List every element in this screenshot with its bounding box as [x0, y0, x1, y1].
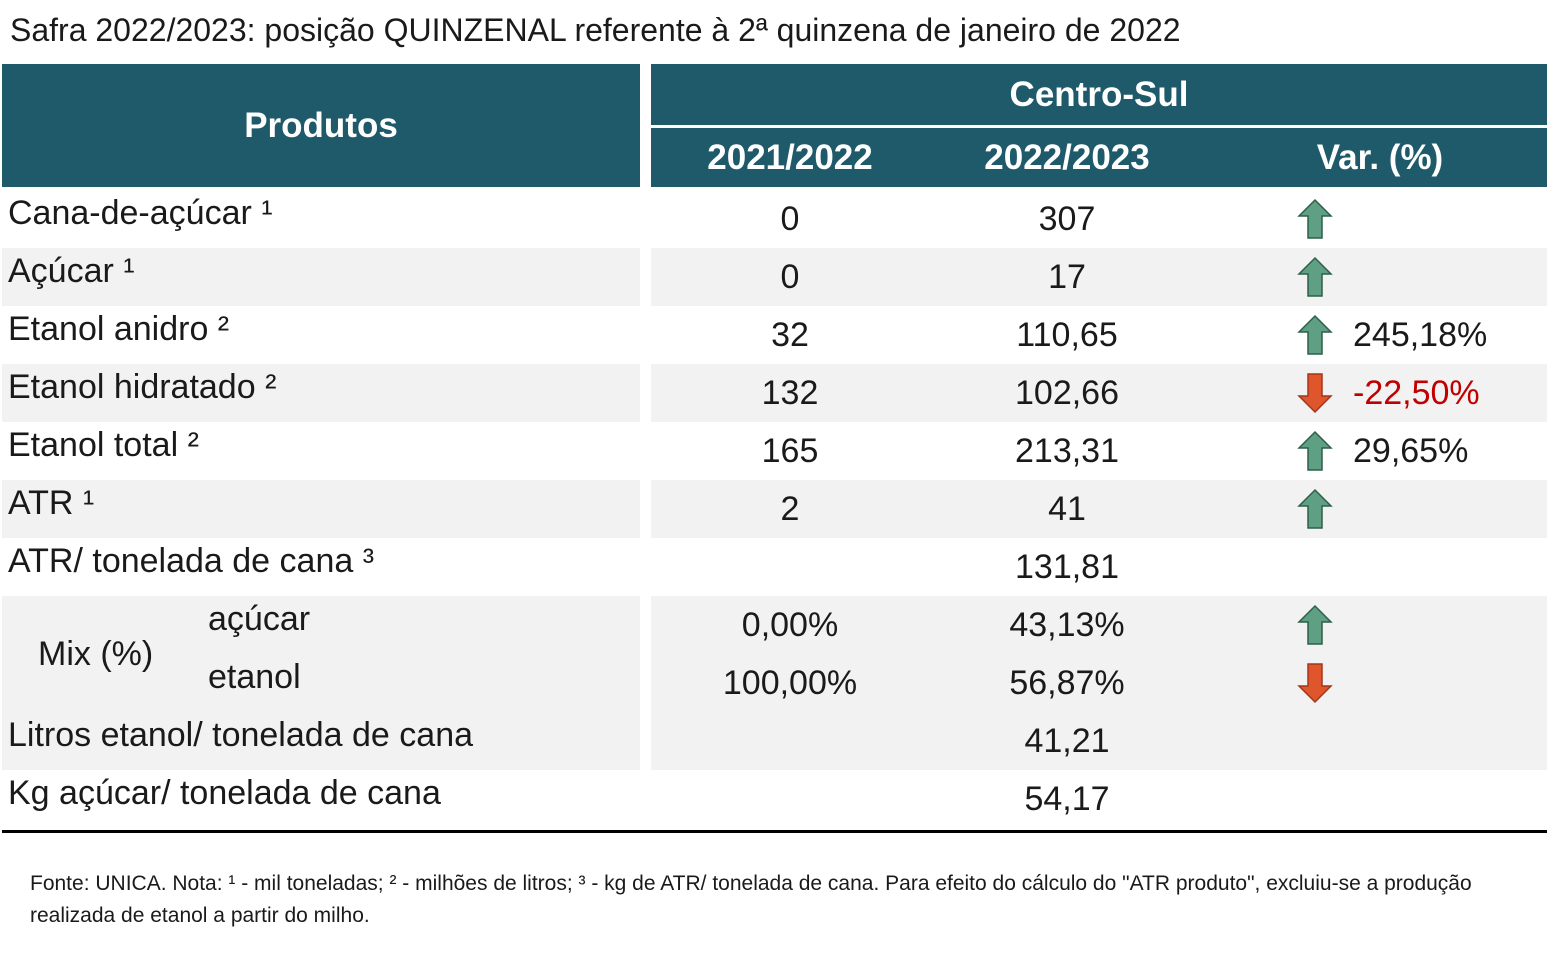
- cell-2021: 165: [761, 432, 819, 470]
- arrow-shape: [1297, 663, 1333, 704]
- trend-arrow: [1297, 256, 1333, 298]
- arrow-icon: [1297, 198, 1333, 239]
- cell-2021: 0,00%: [741, 606, 839, 644]
- header-region: Centro-Sul: [651, 64, 1547, 125]
- cell-2021: 32: [771, 316, 809, 354]
- row-label: Etanol total ²: [8, 426, 199, 464]
- arrow-shape: [1297, 488, 1333, 529]
- row-label: ATR/ tonelada de cana ³: [8, 542, 375, 580]
- row-bg: [2, 364, 640, 422]
- row-bg: [2, 596, 640, 712]
- row-label: ATR ¹: [8, 484, 95, 522]
- cell-2022: 43,13%: [1009, 606, 1125, 644]
- row-label: Açúcar ¹: [8, 252, 135, 290]
- trend-arrow: [1297, 372, 1333, 414]
- row-bg: [2, 480, 640, 538]
- cell-2022: 56,87%: [1009, 664, 1125, 702]
- arrow-icon: [1297, 663, 1333, 704]
- header-products: Produtos: [2, 64, 640, 187]
- header-columns-bg: [651, 128, 1547, 187]
- cell-2021: 2: [780, 490, 800, 528]
- cell-2022: 307: [1038, 200, 1096, 238]
- header-column: Var. (%): [1316, 138, 1444, 177]
- cell-2021: 0: [780, 200, 800, 238]
- arrow-icon: [1297, 256, 1333, 297]
- trend-arrow: [1297, 488, 1333, 530]
- row-bg: [651, 480, 1547, 538]
- arrow-shape: [1297, 198, 1333, 239]
- row-label: Cana-de-açúcar ¹: [8, 194, 273, 232]
- bottom-rule: [2, 830, 1547, 833]
- cell-2022: 54,17: [1024, 780, 1110, 818]
- arrow-shape: [1297, 430, 1333, 471]
- row-bg: [651, 364, 1547, 422]
- trend-arrow: [1297, 314, 1333, 356]
- header-column: 2022/2023: [984, 138, 1150, 177]
- cell-2022: 131,81: [1015, 548, 1119, 586]
- arrow-shape: [1297, 314, 1333, 355]
- cell-2022: 41,21: [1024, 722, 1110, 760]
- mix-sublabel: açúcar: [208, 600, 311, 638]
- arrow-shape: [1297, 256, 1333, 297]
- cell-2022: 110,65: [1016, 316, 1118, 354]
- cell-2021: 132: [761, 374, 819, 412]
- cell-2022: 17: [1048, 258, 1086, 296]
- arrow-icon: [1297, 314, 1333, 355]
- footnote: Fonte: UNICA. Nota: ¹ - mil toneladas; ²…: [30, 872, 1472, 927]
- row-bg: [651, 248, 1547, 306]
- cell-2022: 213,31: [1015, 432, 1119, 470]
- row-label: Litros etanol/ tonelada de cana: [8, 716, 474, 754]
- trend-arrow: [1297, 198, 1333, 240]
- cell-var: -22,50%: [1353, 374, 1480, 412]
- trend-arrow: [1297, 604, 1333, 646]
- row-label: Kg açúcar/ tonelada de cana: [8, 774, 441, 812]
- mix-label: Mix (%): [38, 635, 154, 673]
- row-bg: [651, 596, 1547, 712]
- arrow-icon: [1297, 488, 1333, 529]
- arrow-icon: [1297, 430, 1333, 471]
- arrow-shape: [1297, 604, 1333, 645]
- trend-arrow: [1297, 430, 1333, 472]
- cell-2022: 41: [1048, 490, 1086, 528]
- cell-2021: 100,00%: [722, 664, 858, 702]
- arrow-icon: [1297, 373, 1333, 414]
- arrow-shape: [1297, 373, 1333, 414]
- title: Safra 2022/2023: posição QUINZENAL refer…: [10, 12, 1181, 48]
- arrow-icon: [1297, 604, 1333, 645]
- cell-var: 245,18%: [1353, 316, 1488, 354]
- cell-var: 29,65%: [1353, 432, 1469, 470]
- mix-sublabel: etanol: [208, 658, 301, 696]
- trend-arrow: [1297, 662, 1333, 704]
- cell-2021: 0: [780, 258, 800, 296]
- row-bg: [651, 712, 1547, 770]
- cell-2022: 102,66: [1015, 374, 1119, 412]
- row-bg: [2, 712, 640, 770]
- header-column: 2021/2022: [707, 138, 873, 177]
- row-bg: [2, 248, 640, 306]
- row-label: Etanol hidratado ²: [8, 368, 277, 406]
- row-label: Etanol anidro ²: [8, 310, 230, 348]
